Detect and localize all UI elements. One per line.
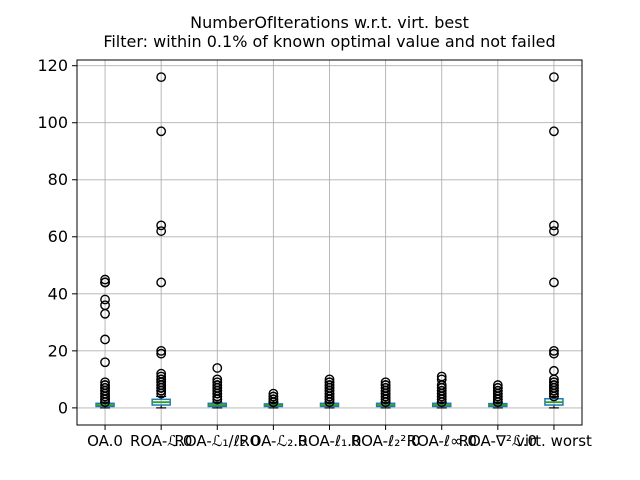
y-tick-label: 40: [48, 284, 68, 303]
flier-point: [100, 391, 110, 402]
flier-point: [436, 397, 447, 408]
chart-title-block: NumberOfIterations w.r.t. virt. best Fil…: [77, 13, 582, 51]
flier-point: [492, 391, 503, 402]
x-tick-label: virt. worst: [516, 432, 592, 450]
flier-point: [436, 391, 447, 402]
flier-point: [100, 308, 110, 319]
flier-point: [549, 391, 559, 402]
flier-point: [436, 394, 447, 405]
y-tick-label: 60: [48, 227, 68, 246]
flier-point: [212, 391, 223, 402]
flier-point: [212, 363, 223, 373]
flier-point: [549, 348, 559, 359]
flier-point: [156, 277, 167, 288]
y-tick-label: 20: [48, 341, 68, 360]
x-tick-label: ROA-ℓ₂².0: [351, 432, 421, 450]
x-tick-label: ROA-ℓ∞.0: [407, 432, 477, 450]
flier-point: [492, 394, 503, 405]
flier-point: [549, 126, 559, 137]
flier-point: [324, 394, 335, 405]
flier-point: [380, 394, 391, 405]
flier-point: [549, 220, 559, 231]
flier-point: [212, 394, 223, 405]
flier-point: [380, 397, 391, 408]
flier-point: [100, 394, 110, 405]
x-tick-label: ROA-ℒ₁/ℓ₂.0: [174, 432, 260, 450]
flier-point: [324, 391, 335, 402]
flier-point: [268, 397, 279, 408]
flier-point: [549, 226, 559, 236]
flier-point: [156, 72, 167, 83]
chart-subtitle: Filter: within 0.1% of known optimal val…: [103, 32, 556, 51]
flier-point: [549, 345, 559, 356]
chart-title: NumberOfIterations w.r.t. virt. best: [190, 13, 469, 32]
flier-point: [549, 388, 559, 399]
y-tick-label: 120: [37, 56, 68, 75]
flier-point: [100, 277, 110, 288]
flier-point: [100, 274, 110, 285]
flier-point: [156, 348, 167, 359]
flier-point: [549, 385, 559, 396]
flier-point: [100, 294, 110, 305]
flier-point: [156, 226, 167, 236]
flier-point: [156, 383, 167, 393]
flier-point: [268, 391, 279, 402]
flier-point: [549, 72, 559, 83]
flier-point: [156, 345, 167, 356]
flier-point: [156, 385, 167, 396]
flier-point: [380, 391, 391, 402]
flier-point: [100, 334, 110, 345]
x-tick-label: ROA-ℒ₂.0: [239, 432, 307, 450]
x-tick-label: ROA-∇²ℒ.0: [459, 432, 537, 450]
flier-point: [549, 277, 559, 288]
x-tick-label: ROA-ℓ₁.0: [298, 432, 362, 450]
flier-point: [156, 220, 167, 231]
flier-point: [100, 397, 110, 408]
y-tick-label: 100: [37, 113, 68, 132]
flier-point: [156, 126, 167, 137]
y-tick-label: 80: [48, 170, 68, 189]
flier-point: [212, 388, 223, 399]
x-tick-label: OA.0: [87, 432, 123, 450]
flier-point: [156, 388, 167, 399]
flier-point: [324, 397, 335, 408]
y-tick-label: 0: [58, 398, 68, 417]
flier-point: [492, 397, 503, 408]
flier-point: [100, 357, 110, 368]
x-tick-label: ROA-ℒ.0: [130, 432, 192, 450]
flier-point: [268, 394, 279, 405]
